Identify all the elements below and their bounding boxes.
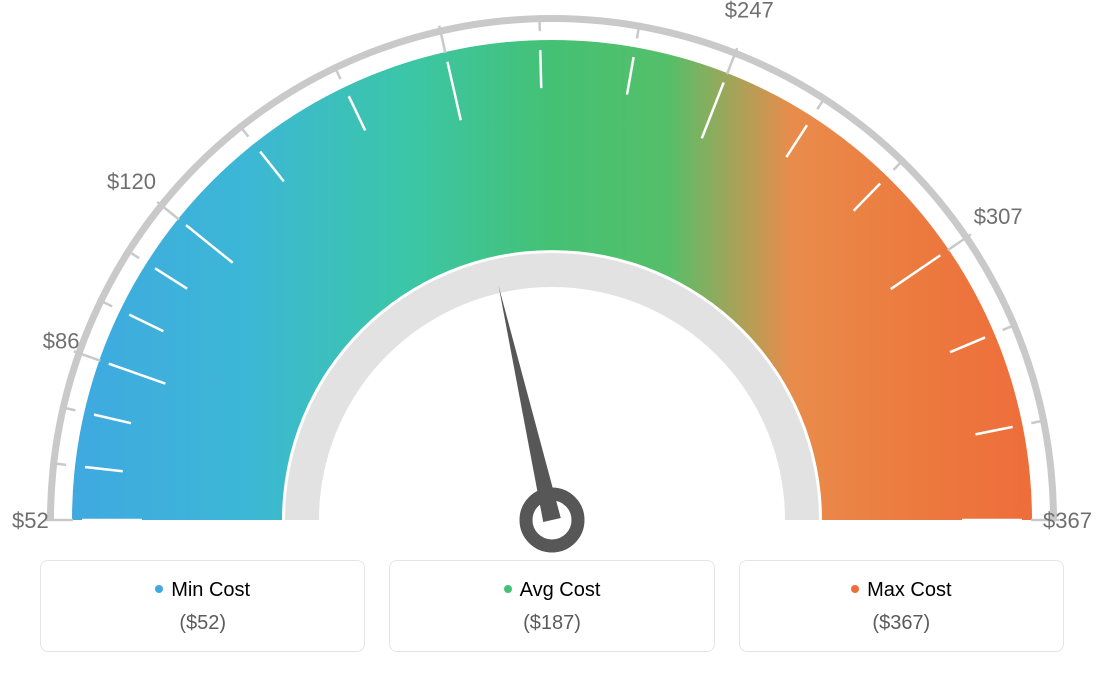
gauge-tick-label: $86 [43, 328, 80, 353]
gauge-tick-label: $247 [725, 0, 774, 22]
dot-icon-avg [504, 585, 512, 593]
legend-title-avg: Avg Cost [400, 579, 703, 602]
gauge-tick-label: $367 [1043, 508, 1092, 533]
legend-card-avg: Avg Cost ($187) [389, 560, 714, 652]
legend-value-avg: ($187) [400, 612, 703, 635]
legend-title-min: Min Cost [51, 579, 354, 602]
legend-row: Min Cost ($52) Avg Cost ($187) Max Cost … [0, 560, 1104, 672]
legend-value-max: ($367) [750, 612, 1053, 635]
legend-label-avg: Avg Cost [520, 579, 601, 601]
dot-icon-max [851, 585, 859, 593]
gauge-svg: $52$86$120$187$247$307$367 [0, 0, 1104, 560]
legend-label-max: Max Cost [867, 579, 951, 601]
gauge-tick-label: $307 [974, 204, 1023, 229]
legend-label-min: Min Cost [171, 579, 250, 601]
cost-gauge-chart: $52$86$120$187$247$307$367 Min Cost ($52… [0, 0, 1104, 690]
arc-tick [540, 50, 541, 88]
legend-card-max: Max Cost ($367) [739, 560, 1064, 652]
legend-card-min: Min Cost ($52) [40, 560, 365, 652]
gauge-needle [499, 286, 561, 522]
gauge-tick-label: $52 [12, 508, 49, 533]
legend-title-max: Max Cost [750, 579, 1053, 602]
dot-icon-min [155, 585, 163, 593]
legend-value-min: ($52) [51, 612, 354, 635]
gauge-tick-label: $120 [107, 169, 156, 194]
